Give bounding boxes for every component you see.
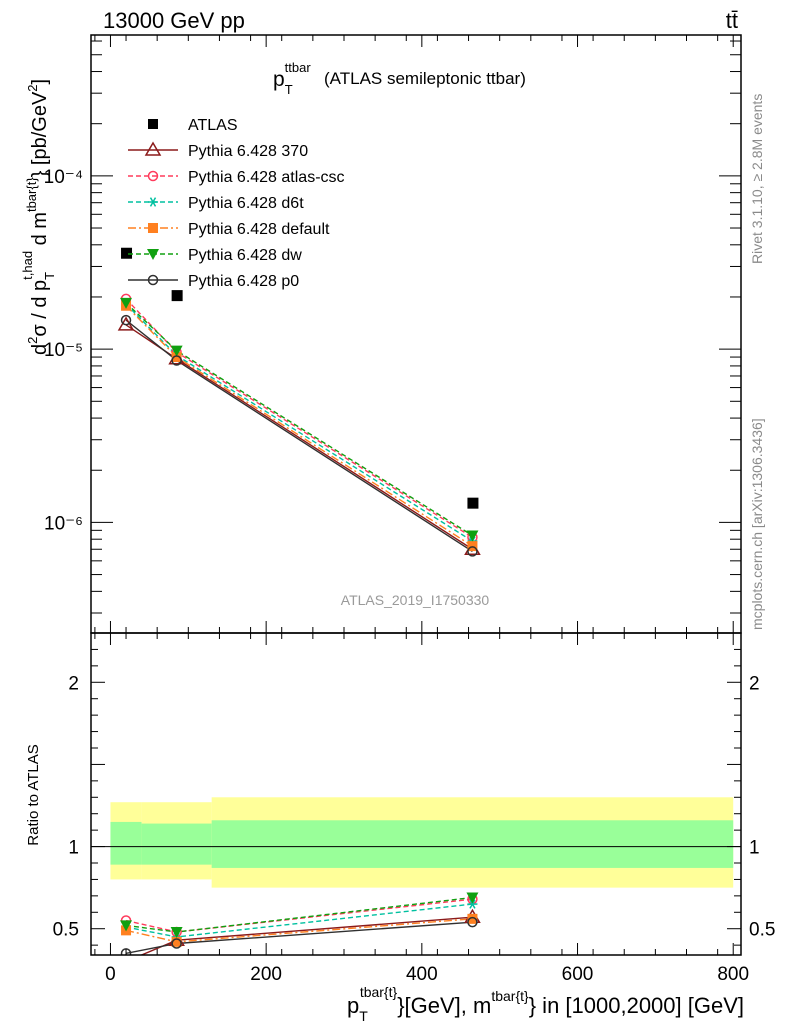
legend-label-pythia-6-428-dw: Pythia 6.428 dw (188, 247, 302, 264)
legend-marker-pythia-6-428-dw (147, 249, 159, 260)
legend-label-pythia-6-428-d6t: Pythia 6.428 d6t (188, 195, 304, 212)
ratio-point-pythia-6-428-dw-1 (170, 927, 183, 938)
main-title-symbol: pTttbar (273, 60, 311, 97)
ratio-y-tick-label-right-2: 2 (749, 673, 760, 694)
legend-label-pythia-6-428-p0: Pythia 6.428 p0 (188, 273, 299, 290)
ratio-y-axis-label: Ratio to ATLAS (25, 744, 42, 845)
main-point-pythia-6-428-p0-0 (120, 314, 132, 326)
legend-marker-atlas (148, 119, 158, 129)
legend-label-atlas: ATLAS (188, 117, 238, 134)
header-right: tt̄ (726, 8, 738, 33)
ratio-point-pythia-6-428-p0-0 (120, 948, 132, 955)
ratio-point-pythia-6-428-dw-0 (120, 920, 133, 932)
ratio-y-tick-label-right-0: 0.5 (749, 920, 775, 941)
legend-item-pythia-6-428-dw: Pythia 6.428 dw (128, 247, 302, 264)
x-tick-label-4: 800 (717, 964, 749, 985)
ratio-band-green-0 (110, 821, 142, 865)
analysis-watermark: ATLAS_2019_I1750330 (341, 592, 490, 608)
rivet-version-label: Rivet 3.1.10, ≥ 2.8M events (749, 94, 765, 264)
legend-marker-pythia-6-428-p0 (147, 274, 159, 286)
legend-item-pythia-6-428-p0: Pythia 6.428 p0 (128, 273, 299, 290)
main-series-line-pythia-6-428-atlas-csc (125, 298, 473, 538)
ratio-y-tick-label-2: 2 (68, 673, 79, 694)
legend: ATLAS Pythia 6.428 370 Pythia 6.428 atlas-… (128, 117, 345, 290)
ratio-series-line-pythia-6-428-dw (125, 896, 473, 933)
ratio-point-pythia-6-428-p0-1 (171, 938, 182, 949)
ratio-point-pythia-6-428-p0-2 (467, 916, 478, 928)
legend-label-pythia-6-428-370: Pythia 6.428 370 (188, 143, 308, 160)
legend-label-pythia-6-428-default: Pythia 6.428 default (188, 221, 330, 238)
main-title-sup: ttbar (285, 60, 312, 75)
legend-marker-pythia-6-428-370 (144, 141, 162, 156)
x-tick-label-3: 600 (562, 964, 594, 985)
legend-item-pythia-6-428-default: Pythia 6.428 default (128, 221, 330, 238)
x-axis-label: pTtbar{t}}[GeV], mtbar{t}} in [1000,2000… (347, 984, 744, 1024)
mcplots-label: mcplots.cern.ch [arXiv:1306.3436] (749, 418, 765, 630)
legend-item-pythia-6-428-370: Pythia 6.428 370 (128, 141, 308, 160)
main-point-pythia-6-428-default-2 (467, 541, 478, 552)
legend-item-pythia-6-428-atlas-csc: Pythia 6.428 atlas-csc (128, 169, 345, 186)
main-point-pythia-6-428-dw-0 (120, 297, 133, 309)
legend-marker-pythia-6-428-d6t (148, 197, 158, 207)
main-point-atlas-0 (121, 247, 133, 259)
main-series-line-pythia-6-428-default (125, 305, 473, 547)
x-tick-label-2: 400 (406, 964, 438, 985)
ratio-y-tick-label-1: 1 (68, 838, 79, 859)
main-point-pythia-6-428-dw-1 (170, 345, 183, 357)
legend-item-pythia-6-428-d6t: Pythia 6.428 d6t (128, 195, 304, 212)
ratio-band-green-2 (211, 820, 734, 868)
main-y-tick-label-1: 10⁻⁵ (44, 340, 83, 361)
ratio-point-pythia-6-428-default-1 (171, 936, 182, 947)
x-tick-label-0: 0 (105, 964, 116, 985)
main-title: (ATLAS semileptonic ttbar) (324, 69, 526, 88)
main-point-pythia-6-428-default-1 (171, 352, 182, 363)
main-point-atlas-2 (467, 497, 479, 509)
ratio-y-tick-label-0: 0.5 (53, 920, 79, 941)
main-y-tick-label-2: 10⁻⁴ (44, 167, 83, 188)
ratio-point-pythia-6-428-370-0 (124, 953, 128, 955)
legend-marker-pythia-6-428-atlas-csc (147, 170, 159, 182)
legend-item-atlas: ATLAS (148, 117, 238, 134)
main-point-pythia-6-428-p0-2 (467, 546, 478, 557)
main-y-axis-label: d2σ / d pTt,had d mtbar{t}} [pb/GeV2] (20, 79, 57, 355)
ratio-plot-frame (90, 632, 742, 956)
legend-label-pythia-6-428-atlas-csc: Pythia 6.428 atlas-csc (188, 169, 345, 186)
main-y-tick-label-0: 10⁻⁶ (44, 513, 83, 534)
main-series-line-pythia-6-428-dw (125, 302, 473, 537)
x-tick-label-1: 200 (250, 964, 282, 985)
ratio-point-pythia-6-428-dw-2 (466, 892, 479, 904)
ratio-point-pythia-6-428-d6t-2 (467, 899, 478, 909)
legend-marker-pythia-6-428-default (148, 223, 158, 233)
ratio-band-green-1 (141, 823, 212, 865)
main-point-atlas-1 (171, 290, 183, 302)
main-point-pythia-6-428-dw-2 (466, 530, 479, 542)
ratio-y-tick-label-right-1: 1 (749, 838, 760, 859)
header-left: 13000 GeV pp (103, 8, 245, 33)
main-point-pythia-6-428-p0-1 (171, 355, 182, 366)
main-title-p: p (273, 68, 285, 91)
main-title-sub: T (285, 82, 293, 97)
ratio-point-pythia-6-428-default-2 (467, 913, 478, 924)
